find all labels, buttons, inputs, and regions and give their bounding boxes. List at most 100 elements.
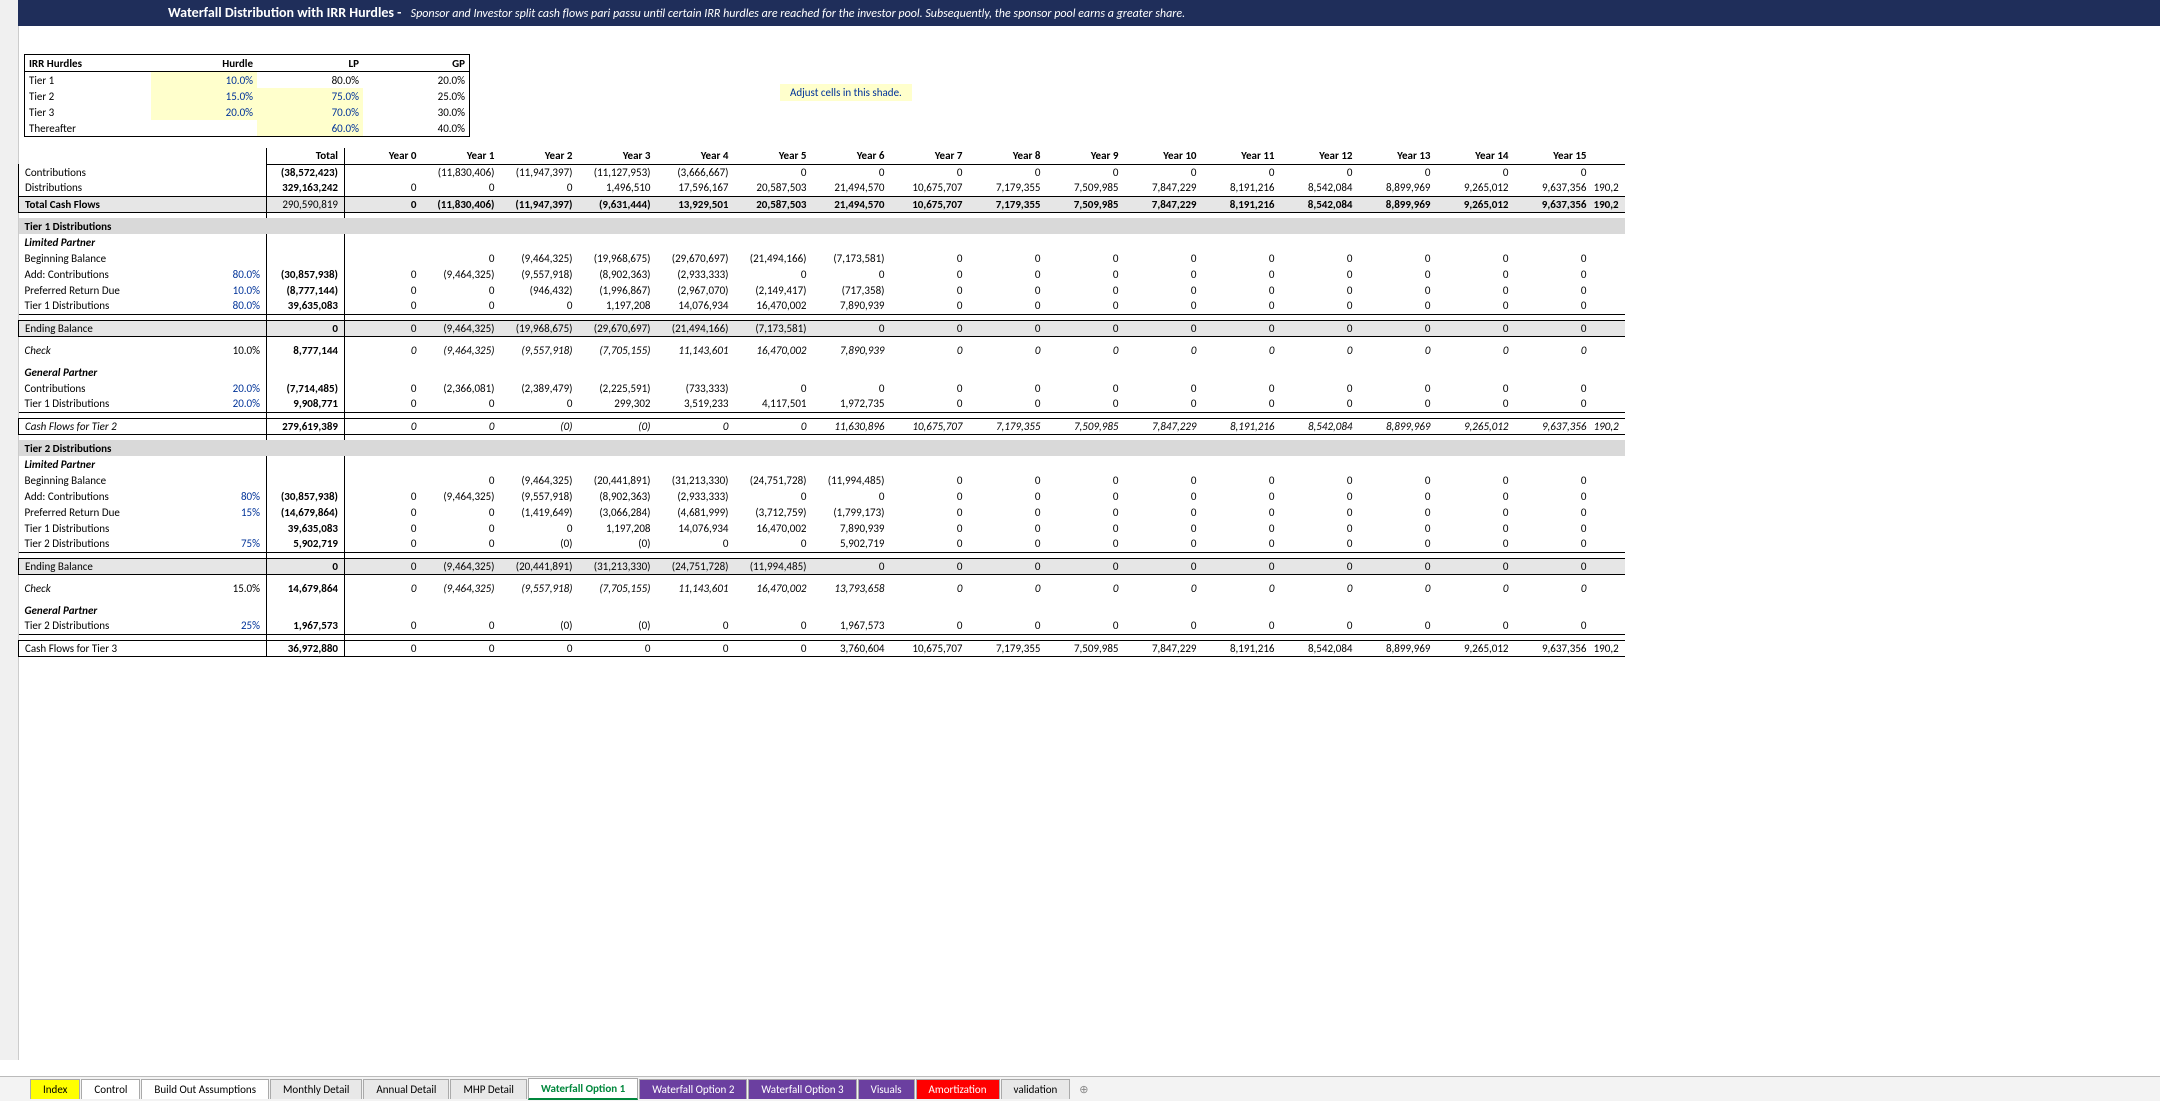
cell[interactable]: 9,637,356 [1515, 196, 1593, 212]
hurdle-cell[interactable]: 60.0% [257, 120, 363, 136]
cell[interactable]: 0 [735, 380, 813, 396]
hurdle-cell[interactable]: 80.0% [257, 72, 363, 89]
cell[interactable]: (11,994,485) [813, 472, 891, 488]
cell[interactable]: 0 [1203, 396, 1281, 412]
cell[interactable]: 0 [1515, 320, 1593, 336]
cell[interactable] [219, 364, 267, 380]
cell[interactable]: 0 [1515, 536, 1593, 552]
cell[interactable] [579, 234, 657, 250]
cell[interactable]: (29,670,697) [579, 320, 657, 336]
cell[interactable]: 10,675,707 [891, 640, 969, 656]
cell[interactable]: 0 [813, 558, 891, 574]
cell[interactable]: (38,572,423) [267, 164, 345, 180]
cell[interactable] [1359, 234, 1437, 250]
cell[interactable]: 1,972,735 [813, 396, 891, 412]
cell[interactable] [1593, 472, 1625, 488]
cell[interactable]: 190,2 [1593, 180, 1625, 196]
cell[interactable]: 36,972,880 [267, 640, 345, 656]
cell[interactable]: 299,302 [579, 396, 657, 412]
cell[interactable]: 0 [345, 536, 423, 552]
cell[interactable] [219, 558, 267, 574]
add-tab-icon[interactable]: ⊕ [1071, 1080, 1096, 1099]
cell[interactable]: Year 4 [657, 148, 735, 164]
cell[interactable]: 0 [1359, 282, 1437, 298]
cell[interactable]: 10.0% [219, 282, 267, 298]
cell[interactable] [1125, 602, 1203, 618]
cell[interactable]: General Partner [19, 364, 219, 380]
cell[interactable]: 279,619,389 [267, 418, 345, 434]
cell[interactable]: 0 [1437, 618, 1515, 634]
cell[interactable]: 0 [345, 380, 423, 396]
cell[interactable]: 7,847,229 [1125, 196, 1203, 212]
cell[interactable] [969, 364, 1047, 380]
cell[interactable]: (3,666,667) [657, 164, 735, 180]
cell[interactable]: (11,994,485) [735, 558, 813, 574]
cell[interactable]: 0 [501, 640, 579, 656]
cell[interactable]: 1,197,208 [579, 298, 657, 314]
cell[interactable]: Year 13 [1359, 148, 1437, 164]
cell[interactable]: 0 [1359, 396, 1437, 412]
cell[interactable]: 0 [1125, 580, 1203, 596]
cell[interactable]: 8,542,084 [1281, 640, 1359, 656]
cell[interactable]: 0 [423, 298, 501, 314]
cell[interactable] [501, 456, 579, 472]
cell[interactable]: 0 [501, 298, 579, 314]
cell[interactable]: 11,143,601 [657, 342, 735, 358]
cell[interactable] [735, 234, 813, 250]
cell[interactable]: 15.0% [219, 580, 267, 596]
cell[interactable]: 0 [1515, 380, 1593, 396]
tab-waterfall3[interactable]: Waterfall Option 3 [748, 1079, 856, 1099]
cell[interactable]: 0 [1515, 164, 1593, 180]
cell[interactable]: 0 [1359, 520, 1437, 536]
cell[interactable]: 0 [345, 580, 423, 596]
cell[interactable]: 0 [1437, 504, 1515, 520]
cell[interactable]: 0 [345, 558, 423, 574]
cell[interactable]: 0 [1203, 488, 1281, 504]
cell[interactable]: 0 [1125, 488, 1203, 504]
cell[interactable] [1515, 234, 1593, 250]
cell[interactable] [219, 320, 267, 336]
tab-control[interactable]: Control [81, 1079, 140, 1099]
cell[interactable] [813, 602, 891, 618]
cell[interactable]: 13,793,658 [813, 580, 891, 596]
cell[interactable]: 9,265,012 [1437, 196, 1515, 212]
cell[interactable] [267, 234, 345, 250]
cell[interactable] [1047, 602, 1125, 618]
cell[interactable]: (0) [579, 418, 657, 434]
cell[interactable] [1047, 456, 1125, 472]
cell[interactable]: 16,470,002 [735, 342, 813, 358]
hurdle-cell[interactable]: 75.0% [257, 88, 363, 104]
tab-monthly[interactable]: Monthly Detail [270, 1079, 362, 1099]
cell[interactable]: 0 [735, 640, 813, 656]
cell[interactable]: Contributions [19, 380, 219, 396]
cell[interactable] [219, 520, 267, 536]
cell[interactable]: 0 [345, 640, 423, 656]
cell[interactable]: 0 [1125, 282, 1203, 298]
cell[interactable]: (9,557,918) [501, 580, 579, 596]
cell[interactable]: 16,470,002 [735, 520, 813, 536]
cell[interactable]: 0 [1047, 320, 1125, 336]
cell[interactable]: 20.0% [219, 396, 267, 412]
cell[interactable]: (30,857,938) [267, 488, 345, 504]
cell[interactable]: 0 [345, 298, 423, 314]
cell[interactable]: 0 [891, 342, 969, 358]
cell[interactable]: (9,464,325) [501, 250, 579, 266]
cell[interactable]: (2,389,479) [501, 380, 579, 396]
hurdle-row-name[interactable]: Tier 2 [25, 88, 151, 104]
cell[interactable]: 0 [267, 320, 345, 336]
cell[interactable]: 0 [891, 282, 969, 298]
cell[interactable]: Year 7 [891, 148, 969, 164]
cell[interactable]: Year 8 [969, 148, 1047, 164]
cell[interactable] [345, 164, 423, 180]
cell[interactable]: 0 [1203, 520, 1281, 536]
cell[interactable] [891, 364, 969, 380]
cell[interactable]: 0 [1125, 266, 1203, 282]
cell[interactable]: 0 [813, 380, 891, 396]
cell[interactable]: 0 [1359, 164, 1437, 180]
cell[interactable]: (717,358) [813, 282, 891, 298]
cell[interactable]: Cash Flows for Tier 2 [19, 418, 219, 434]
cell[interactable]: 0 [891, 298, 969, 314]
cell[interactable]: 0 [1515, 558, 1593, 574]
cell[interactable]: 8,542,084 [1281, 180, 1359, 196]
cell[interactable]: General Partner [19, 602, 219, 618]
